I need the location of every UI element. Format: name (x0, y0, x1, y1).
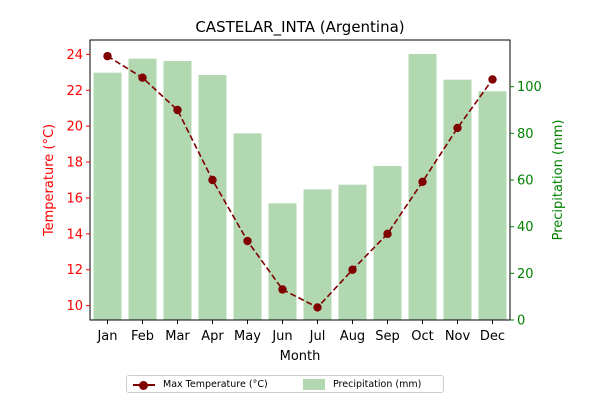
x-tick-label: Jan (96, 329, 117, 344)
temperature-point (453, 123, 462, 133)
legend: Max Temperature (°C) Precipitation (mm) (126, 375, 444, 393)
x-tick-label: Sep (375, 329, 400, 344)
x-tick-label: Aug (340, 329, 365, 344)
y-left-tick-label: 20 (66, 120, 83, 135)
precip-bar (303, 189, 332, 320)
precip-bar (268, 203, 297, 320)
temperature-point (138, 73, 147, 82)
y-right-tick-label: 0 (517, 314, 525, 329)
y-left-tick-label: 16 (66, 191, 83, 206)
legend-label-temperature: Max Temperature (°C) (163, 379, 268, 390)
x-tick-label: Jul (309, 329, 326, 344)
y-right-axis-label: Precipitation (mm) (551, 120, 566, 241)
y-left-tick-label: 18 (66, 156, 83, 171)
x-tick-label: Feb (131, 329, 154, 344)
precip-bar (233, 133, 262, 320)
temperature-point (418, 177, 427, 186)
legend-marker (139, 381, 148, 390)
y-right-tick-label: 20 (517, 267, 534, 282)
y-left-tick-label: 12 (66, 263, 83, 278)
y-left-axis-label: Temperature (°C) (42, 124, 57, 237)
x-axis-label: Month (280, 349, 321, 364)
temperature-point (383, 229, 392, 239)
temperature-point (488, 75, 497, 84)
temperature-point (243, 236, 252, 246)
precip-bar (443, 79, 472, 321)
y-right-tick-label: 60 (517, 174, 534, 189)
precip-bar (93, 72, 122, 321)
x-tick-label: Mar (165, 329, 190, 344)
x-tick-label: Jun (271, 329, 292, 344)
x-tick-label: Dec (480, 329, 505, 344)
y-left-tick-label: 22 (66, 84, 83, 99)
temperature-point (173, 105, 182, 115)
precip-bar (198, 75, 227, 320)
precip-bar (163, 61, 192, 320)
chart-title: CASTELAR_INTA (Argentina) (195, 18, 404, 37)
precip-bar (408, 54, 437, 320)
y-left-tick-label: 14 (66, 227, 83, 242)
y-right-tick-label: 40 (517, 220, 534, 235)
temperature-point (313, 303, 322, 312)
x-tick-label: Oct (411, 329, 433, 344)
temperature-point (348, 265, 357, 274)
x-tick-label: Nov (445, 329, 471, 344)
temperature-line (107, 55, 494, 309)
x-tick-label: May (234, 329, 261, 344)
y-left-tick-label: 10 (66, 299, 83, 314)
precip-bar (478, 91, 507, 320)
precip-bar (338, 184, 367, 320)
x-tick-label: Apr (201, 329, 224, 344)
legend-label-precipitation: Precipitation (mm) (333, 379, 422, 390)
y-left-tick-label: 24 (66, 48, 83, 63)
temperature-point (103, 51, 112, 61)
legend-bar-swatch (303, 379, 325, 390)
y-right-tick-label: 100 (517, 80, 542, 95)
temperature-point (208, 175, 217, 185)
y-right-tick-label: 80 (517, 127, 534, 142)
temperature-point (278, 285, 287, 294)
precip-bar (128, 58, 157, 321)
